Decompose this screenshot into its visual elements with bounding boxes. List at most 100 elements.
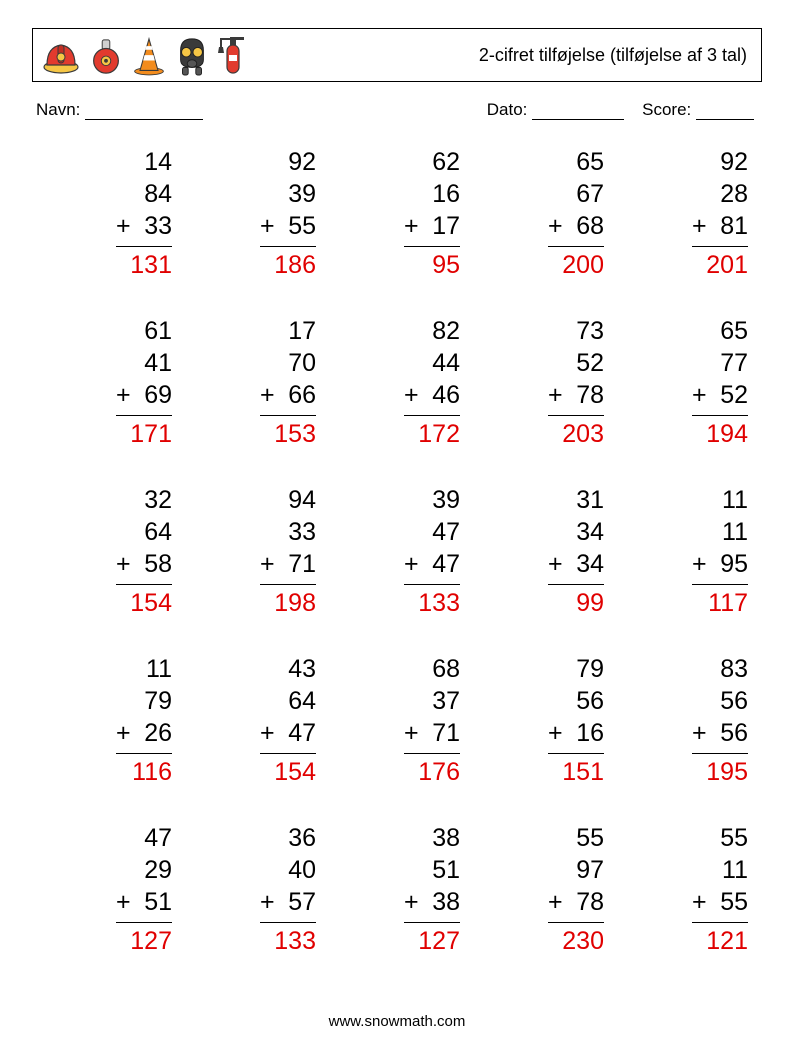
addend-1: 39 — [404, 484, 460, 516]
problem: 1770+66153 — [190, 315, 316, 450]
problem: 7956+16151 — [478, 653, 604, 788]
addend-2: 37 — [404, 685, 460, 717]
problem-stack: 9228+81201 — [692, 146, 748, 281]
answer: 201 — [692, 246, 748, 281]
addend-1: 38 — [404, 822, 460, 854]
addend-3: 47 — [432, 548, 460, 580]
addend-2: 52 — [548, 347, 604, 379]
addend-1: 55 — [548, 822, 604, 854]
addend-1: 83 — [692, 653, 748, 685]
addend-3-line: +34 — [548, 548, 604, 580]
operator: + — [548, 210, 565, 242]
date-label: Dato: — [487, 100, 528, 119]
addend-2: 33 — [260, 516, 316, 548]
answer: 153 — [260, 415, 316, 450]
operator: + — [116, 717, 133, 749]
addend-2: 70 — [260, 347, 316, 379]
addend-1: 14 — [116, 146, 172, 178]
addend-2: 97 — [548, 854, 604, 886]
problem: 1484+33 131 — [46, 146, 172, 281]
meta-row: Navn: Dato: Score: — [32, 100, 762, 120]
addend-2: 84 — [116, 178, 172, 210]
addend-3: 78 — [576, 886, 604, 918]
addend-3: 58 — [144, 548, 172, 580]
problem: 3640+57133 — [190, 822, 316, 957]
addend-3: 78 — [576, 379, 604, 411]
addend-3-line: +17 — [404, 210, 460, 242]
answer: 203 — [548, 415, 604, 450]
problem-stack: 3134+3499 — [548, 484, 604, 619]
addend-3-line: +38 — [404, 886, 460, 918]
fire-extinguisher-icon — [217, 33, 247, 77]
score-field: Score: — [642, 100, 754, 120]
answer: 131 — [116, 246, 172, 281]
addend-2: 79 — [116, 685, 172, 717]
addend-1: 92 — [260, 146, 316, 178]
addend-3: 71 — [288, 548, 316, 580]
operator: + — [548, 379, 565, 411]
problem-stack: 4364+47154 — [260, 653, 316, 788]
problem: 4364+47154 — [190, 653, 316, 788]
problem: 1111+95117 — [622, 484, 748, 619]
name-blank[interactable] — [85, 101, 203, 120]
operator: + — [116, 886, 133, 918]
date-blank[interactable] — [532, 101, 624, 120]
problem: 6216+1795 — [334, 146, 460, 281]
problem: 9228+81201 — [622, 146, 748, 281]
addend-2: 11 — [692, 854, 748, 886]
answer: 116 — [116, 753, 172, 788]
firefighter-helmet-icon — [41, 37, 81, 77]
answer: 172 — [404, 415, 460, 450]
addend-1: 62 — [404, 146, 460, 178]
addend-3: 26 — [144, 717, 172, 749]
addend-3: 69 — [144, 379, 172, 411]
name-field: Navn: — [36, 100, 203, 120]
addend-3-line: +16 — [548, 717, 604, 749]
operator: + — [548, 717, 565, 749]
addend-3-line: +47 — [404, 548, 460, 580]
addend-2: 29 — [116, 854, 172, 886]
problem: 5511+55121 — [622, 822, 748, 957]
gas-mask-icon — [173, 35, 211, 77]
addend-3-line: +56 — [692, 717, 748, 749]
addend-2: 67 — [548, 178, 604, 210]
answer: 195 — [692, 753, 748, 788]
addend-1: 55 — [692, 822, 748, 854]
answer: 117 — [692, 584, 748, 619]
problem-stack: 5511+55121 — [692, 822, 748, 957]
addend-3: 56 — [720, 717, 748, 749]
addend-3: 46 — [432, 379, 460, 411]
problem: 6577+52194 — [622, 315, 748, 450]
problem: 1179+26116 — [46, 653, 172, 788]
addend-3: 51 — [144, 886, 172, 918]
addend-2: 34 — [548, 516, 604, 548]
addend-1: 36 — [260, 822, 316, 854]
addend-1: 68 — [404, 653, 460, 685]
traffic-cone-icon — [131, 35, 167, 77]
addend-2: 44 — [404, 347, 460, 379]
addend-3: 57 — [288, 886, 316, 918]
operator: + — [260, 379, 277, 411]
addend-1: 65 — [548, 146, 604, 178]
operator: + — [692, 210, 709, 242]
problem: 8244+46172 — [334, 315, 460, 450]
name-label: Navn: — [36, 100, 80, 119]
operator: + — [692, 379, 709, 411]
addend-3: 71 — [432, 717, 460, 749]
addend-3-line: +55 — [692, 886, 748, 918]
problem-stack: 8356+56195 — [692, 653, 748, 788]
problem: 7352+78203 — [478, 315, 604, 450]
operator: + — [260, 886, 277, 918]
problem: 6837+71176 — [334, 653, 460, 788]
addend-3-line: +58 — [116, 548, 172, 580]
addend-2: 51 — [404, 854, 460, 886]
problem: 6141+69171 — [46, 315, 172, 450]
addend-3: 33 — [144, 210, 172, 242]
addend-2: 56 — [692, 685, 748, 717]
addend-3: 38 — [432, 886, 460, 918]
addend-3-line: +33 — [116, 210, 172, 242]
score-blank[interactable] — [696, 101, 754, 120]
addend-3-line: +47 — [260, 717, 316, 749]
addend-3: 66 — [288, 379, 316, 411]
problem-stack: 5597+78230 — [548, 822, 604, 957]
